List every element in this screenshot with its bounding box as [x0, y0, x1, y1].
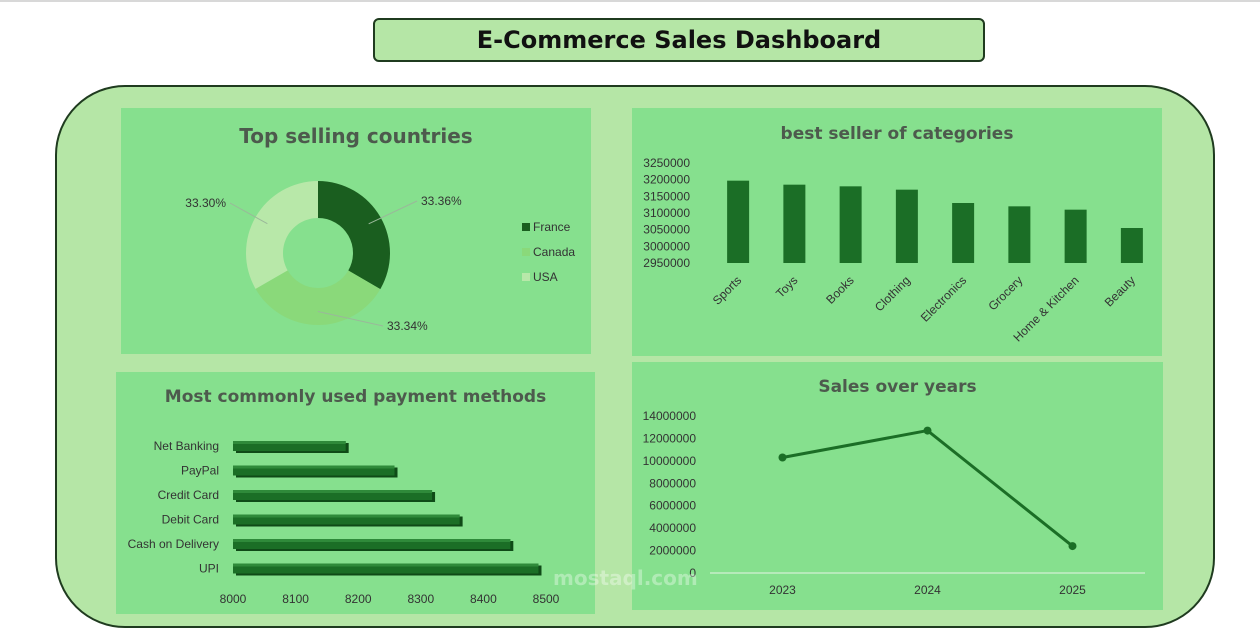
payment-bar-highlight: [233, 563, 539, 567]
payment-method-label: Debit Card: [162, 513, 219, 527]
x-tick-label: 8300: [407, 592, 434, 606]
y-tick-label: 12000000: [643, 431, 697, 445]
y-tick-label: 3150000: [643, 189, 690, 203]
donut-leader-line: [368, 200, 418, 225]
category-label: Clothing: [872, 273, 913, 314]
x-tick-label: 8000: [220, 592, 247, 606]
top-border-line: [0, 0, 1260, 2]
dashboard-title: E-Commerce Sales Dashboard: [373, 18, 985, 62]
y-tick-label: 8000000: [649, 476, 696, 490]
y-tick-label: 14000000: [643, 409, 697, 423]
x-tick-label: 2024: [914, 583, 941, 597]
payment-bar-highlight: [233, 514, 460, 518]
categories-panel[interactable]: best seller of categories 3250000 3200000…: [632, 108, 1162, 356]
years-line-chart: 14000000 12000000 10000000 8000000 6000000 40…: [643, 409, 1145, 597]
payments-chart-title: Most commonly used payment methods: [164, 387, 547, 407]
y-tick-label: 3200000: [643, 173, 690, 187]
category-bar: [895, 189, 918, 263]
payment-bar: [233, 441, 346, 451]
y-tick-label: 4000000: [649, 521, 696, 535]
watermark: mostaql.com: [553, 566, 698, 590]
payment-bar: [233, 490, 433, 500]
donut-slice-france: [318, 181, 391, 290]
category-label: Sports: [710, 273, 744, 307]
countries-donut-chart: 33.36% 33.34% 33.30% France Canada USA: [185, 181, 575, 333]
donut-data-label: 33.34%: [387, 319, 428, 333]
legend-swatch-usa: [522, 273, 530, 281]
y-tick-label: 6000000: [649, 499, 696, 513]
payment-method-label: Net Banking: [154, 439, 219, 453]
legend-label-france: France: [533, 220, 571, 234]
category-bar: [1120, 228, 1143, 263]
payment-bar: [233, 563, 539, 574]
sales-point: [1068, 542, 1077, 551]
payment-method-label: Credit Card: [158, 488, 219, 502]
donut-leader-line: [317, 311, 384, 327]
payment-bar-highlight: [233, 490, 433, 493]
y-tick-label: 10000000: [643, 454, 697, 468]
payment-method-label: UPI: [199, 562, 219, 576]
category-bar: [1064, 209, 1087, 263]
y-tick-label: 3100000: [643, 206, 690, 220]
category-bar: [839, 186, 862, 263]
category-label: Grocery: [985, 273, 1025, 313]
y-tick-label: 2950000: [643, 256, 690, 270]
donut-data-label: 33.30%: [185, 196, 226, 210]
y-tick-label: 3000000: [643, 239, 690, 253]
years-panel[interactable]: Sales over years 14000000 12000000 1000000…: [632, 362, 1163, 610]
x-tick-label: 2023: [769, 583, 796, 597]
legend-swatch-canada: [522, 248, 530, 256]
category-label: Books: [823, 273, 856, 306]
payment-bar-highlight: [233, 539, 511, 542]
donut-leader-line: [229, 202, 268, 225]
sales-point: [923, 426, 932, 435]
payment-bar-highlight: [233, 441, 346, 444]
legend-label-usa: USA: [533, 270, 558, 284]
category-bar: [783, 184, 806, 263]
x-tick-label: 8100: [282, 592, 309, 606]
x-tick-label: 8200: [345, 592, 372, 606]
x-tick-label: 8500: [533, 592, 560, 606]
payment-bar: [233, 539, 511, 549]
x-tick-label: 8400: [470, 592, 497, 606]
category-label: Electronics: [918, 273, 969, 324]
category-bar: [952, 203, 975, 263]
category-label: Toys: [773, 273, 800, 300]
x-tick-label: 2025: [1059, 583, 1086, 597]
y-tick-label: 0: [689, 566, 696, 580]
countries-panel[interactable]: Top selling countries 33.36% 33.34% 33.30%…: [121, 108, 591, 354]
category-bar: [727, 180, 750, 263]
y-tick-label: 3250000: [643, 156, 690, 170]
payment-bar: [233, 514, 460, 525]
categories-bar-chart: 3250000 3200000 3150000 3100000 3050000 30000…: [643, 156, 1143, 344]
y-tick-label: 2000000: [649, 544, 696, 558]
legend-swatch-france: [522, 223, 530, 231]
categories-chart-title: best seller of categories: [780, 124, 1014, 144]
payment-method-label: Cash on Delivery: [128, 537, 219, 551]
donut-data-label: 33.36%: [421, 194, 462, 208]
payment-bar-highlight: [233, 465, 395, 469]
donut-slice-canada: [255, 270, 381, 326]
payment-method-label: PayPal: [181, 464, 219, 478]
years-chart-title: Sales over years: [818, 377, 977, 397]
payments-bar-chart: Net Banking PayPal Credit Card Debit Card Ca…: [128, 439, 560, 606]
y-tick-label: 3050000: [643, 223, 690, 237]
sales-line: [782, 428, 1074, 548]
donut-slice-usa: [246, 181, 318, 289]
sales-point: [778, 453, 787, 462]
payment-bar: [233, 465, 395, 476]
payments-panel[interactable]: Most commonly used payment methods Net B…: [116, 372, 595, 614]
category-label: Beauty: [1102, 273, 1138, 309]
countries-chart-title: Top selling countries: [239, 124, 473, 148]
category-bar: [1008, 206, 1031, 263]
legend-label-canada: Canada: [533, 245, 575, 259]
